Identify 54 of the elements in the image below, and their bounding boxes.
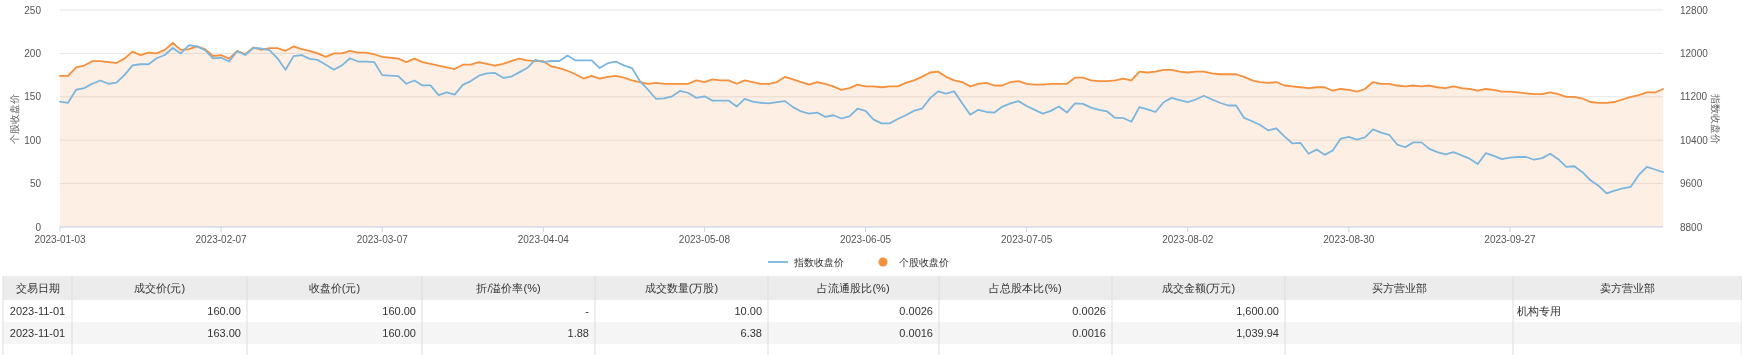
category-label: 占流通股比(%): [817, 282, 890, 294]
y-tick-label: 50: [29, 178, 42, 190]
category-label: 买方营业部: [1371, 282, 1427, 294]
x-tick-label: 2023-08-30: [1323, 234, 1375, 245]
text: 2023-11-01: [9, 327, 66, 339]
text: 1,600.00: [1236, 305, 1279, 317]
text: 1.88: [567, 327, 589, 339]
y2-tick-label: 8800: [1680, 221, 1703, 233]
x-tick-label: 2023-01-03: [34, 234, 87, 245]
text: 6.38: [740, 327, 762, 339]
text: 10.00: [734, 305, 762, 317]
text: 2023-11-01: [9, 305, 66, 317]
x-tick-label: 2023-08-02: [1162, 234, 1214, 245]
category-label: 交易日期: [15, 282, 60, 294]
y2-tick-label: 12800: [1680, 4, 1709, 16]
y2-axis-title: 指数收盘价: [1710, 92, 1721, 144]
y2-tick-label: 9600: [1680, 178, 1703, 190]
text: 0.0026: [1072, 305, 1106, 317]
text: 160.00: [207, 305, 241, 317]
x-tick-label: 2023-02-07: [195, 234, 248, 245]
x-tick-label: 2023-03-07: [356, 234, 409, 245]
text: -: [585, 305, 589, 317]
text: 0.0016: [899, 327, 933, 339]
category-label: 占总股本比(%): [989, 282, 1062, 294]
x-tick-label: 2023-04-04: [517, 234, 570, 245]
category-label: 成交价(元): [133, 282, 186, 294]
category-label: 成交金额(万元): [1161, 282, 1236, 294]
y-tick-label: 0: [35, 221, 42, 233]
line-series: [59, 44, 1664, 195]
text: 0.0026: [899, 305, 933, 317]
y-axis-title: 个股收盘价: [9, 93, 20, 144]
text: 160.00: [382, 305, 416, 317]
y2-tick-label: 10400: [1680, 134, 1709, 146]
y-tick-label: 200: [24, 47, 42, 59]
y2-tick-label: 11200: [1680, 91, 1708, 103]
category-label: 成交数量(万股): [644, 282, 719, 294]
x-tick-label: 2023-07-05: [1001, 234, 1053, 245]
x-tick-label: 2023-09-27: [1484, 234, 1536, 245]
legend-label: 指数收盘价: [793, 256, 844, 268]
x-tick-label: 2023-05-08: [678, 234, 731, 245]
y-tick-label: 150: [24, 91, 42, 103]
text: 机构专用: [1517, 305, 1561, 317]
y-tick-label: 250: [24, 4, 42, 16]
category-label: 卖方营业部: [1600, 282, 1655, 294]
y2-tick-label: 12000: [1680, 47, 1709, 59]
x-tick-label: 2023-06-05: [839, 234, 892, 245]
category-label: 收盘价(元): [308, 282, 361, 294]
category-label: 折/溢价率(%): [476, 282, 541, 294]
text: 0.0016: [1072, 327, 1106, 339]
y-tick-label: 100: [24, 134, 42, 146]
legend-label: 个股收盘价: [899, 256, 949, 268]
text: 1,039.94: [1236, 327, 1279, 339]
text: 163.00: [207, 327, 241, 339]
text: 160.00: [382, 327, 416, 339]
